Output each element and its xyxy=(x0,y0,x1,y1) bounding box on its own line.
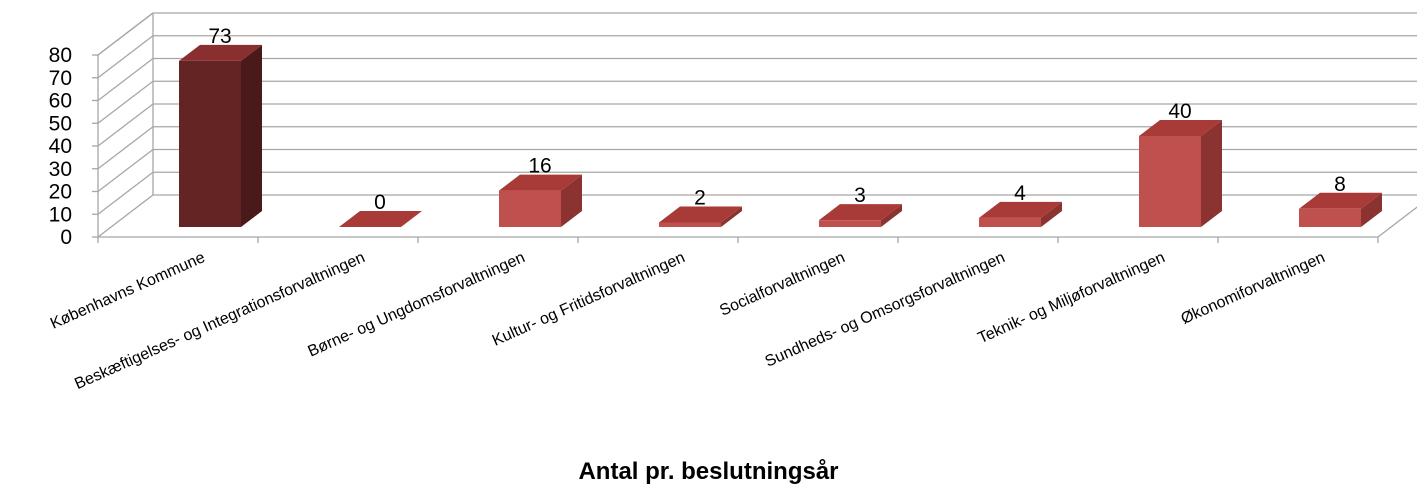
bar-front-face xyxy=(819,220,881,227)
bar-top-face xyxy=(179,44,262,61)
gridline-side xyxy=(97,57,154,102)
x-tick-label: Socialforvaltningen xyxy=(717,249,847,320)
gridline-side xyxy=(97,171,154,215)
bar-side-face xyxy=(561,174,582,227)
y-tick-label: 50 xyxy=(49,112,72,135)
gridline-side xyxy=(97,126,154,170)
bar-side-face xyxy=(241,44,262,227)
data-label: 40 xyxy=(1168,100,1191,123)
bar-front-face xyxy=(979,217,1041,227)
data-label: 2 xyxy=(694,186,706,209)
gridline-side xyxy=(97,103,154,147)
bar-top-face xyxy=(339,211,422,227)
bar xyxy=(339,211,422,227)
bar-top-face xyxy=(1139,120,1222,136)
bar-top-face xyxy=(1299,192,1382,209)
data-label: 16 xyxy=(528,155,551,178)
bar-top-face xyxy=(979,201,1062,218)
bar-front-face xyxy=(499,190,561,227)
gridline-side xyxy=(97,12,154,56)
data-label: 4 xyxy=(1014,182,1026,205)
bar xyxy=(179,44,262,227)
bar-front-face xyxy=(1299,208,1361,227)
bar-side-face xyxy=(1041,201,1062,227)
data-label: 3 xyxy=(854,184,866,207)
bar-front-face xyxy=(659,222,721,227)
y-tick-label: 60 xyxy=(49,90,72,113)
gridline-side xyxy=(97,194,154,238)
bar xyxy=(979,201,1062,227)
gridline-side xyxy=(97,35,154,79)
bar xyxy=(819,204,902,227)
bar xyxy=(1139,120,1222,227)
bar-side-face xyxy=(1201,120,1222,227)
bar-front-face xyxy=(1139,136,1201,227)
bar-side-face xyxy=(721,206,742,227)
bar xyxy=(659,206,742,227)
bar-front-face xyxy=(179,60,241,227)
y-tick-label: 70 xyxy=(49,67,72,90)
floor-right-edge xyxy=(1377,206,1417,238)
x-axis-title: Antal pr. beslutningsår xyxy=(578,458,839,485)
bar xyxy=(1299,192,1382,227)
y-tick-label: 30 xyxy=(49,158,72,181)
bars xyxy=(179,44,1382,227)
bar-top-face xyxy=(819,204,902,221)
data-label: 73 xyxy=(208,25,231,48)
bar-top-face xyxy=(659,206,742,223)
bar-side-face xyxy=(1361,192,1382,227)
y-tick-label: 20 xyxy=(49,181,72,204)
bar xyxy=(499,174,582,227)
y-tick-label: 10 xyxy=(49,203,72,226)
x-tick-label: Økonomiforvaltningen xyxy=(1179,249,1328,328)
gridline-side xyxy=(97,148,154,193)
gridline-side xyxy=(97,80,154,124)
bar-side-face xyxy=(881,204,902,227)
data-labels: 73 0 16 2 3 4 40 8 xyxy=(208,25,1346,214)
y-tick-label: 80 xyxy=(49,44,72,67)
data-label: 0 xyxy=(374,191,386,214)
data-label: 8 xyxy=(1334,173,1346,196)
bar-top-face xyxy=(499,174,582,191)
y-tick-label: 40 xyxy=(49,135,72,158)
y-tick-label: 0 xyxy=(60,226,72,249)
x-tick-label: Beskæftigelses- og Integrationsforvaltni… xyxy=(72,249,367,393)
x-axis xyxy=(97,236,1379,243)
x-tick-label: Københavns Kommune xyxy=(48,249,208,333)
